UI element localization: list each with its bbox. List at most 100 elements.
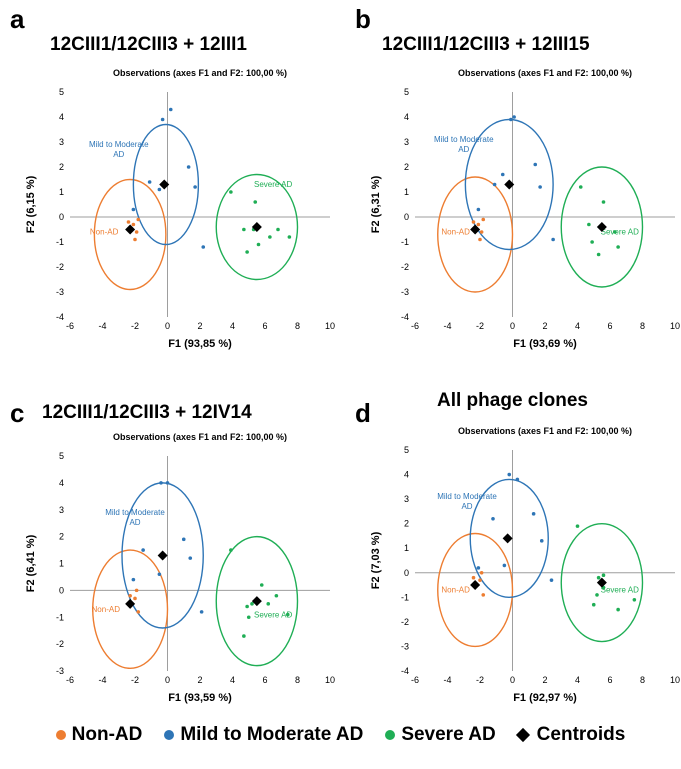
group-label: Non-AD [90, 228, 119, 237]
x-tick-label: -2 [131, 321, 139, 331]
data-point [181, 537, 186, 542]
x-tick-label: -6 [66, 675, 74, 685]
green-dot-icon [385, 730, 396, 740]
y-tick-label: 0 [404, 568, 409, 578]
y-tick-label: 4 [59, 112, 64, 122]
group-ellipse [215, 535, 299, 667]
legend-item-non-ad: Non-AD [55, 724, 142, 746]
plot-subtitle: Observations (axes F1 and F2: 100,00 %) [458, 68, 632, 78]
y-tick-label: -4 [56, 312, 64, 322]
y-tick-label: 5 [404, 445, 409, 455]
data-point [531, 512, 536, 516]
group-label: Non-AD [441, 585, 470, 594]
x-tick-label: 0 [510, 675, 515, 685]
centroid-marker [125, 598, 136, 609]
panel-title: All phage clones [437, 390, 588, 411]
data-point [256, 242, 261, 247]
x-tick-label: 0 [165, 675, 170, 685]
y-tick-label: -2 [56, 262, 64, 272]
group-label: Mild to Moderate AD [105, 508, 165, 527]
data-point [133, 596, 137, 601]
plot-subtitle: Observations (axes F1 and F2: 100,00 %) [458, 426, 632, 436]
data-point [509, 117, 513, 122]
x-tick-label: 10 [325, 321, 335, 331]
y-tick-label: -4 [401, 666, 409, 676]
y-tick-label: 3 [404, 494, 409, 504]
group-ellipse [437, 176, 514, 293]
data-point [133, 237, 137, 242]
y-tick-label: -2 [56, 639, 64, 649]
data-point [481, 217, 486, 222]
group-ellipse [92, 549, 169, 670]
data-point [601, 573, 606, 578]
data-point [481, 593, 486, 597]
x-tick-label: 8 [640, 321, 645, 331]
data-point [157, 572, 162, 577]
data-point [193, 185, 197, 189]
data-point [596, 252, 601, 257]
data-point [590, 240, 594, 244]
group-ellipse [469, 478, 549, 599]
y-tick-label: 2 [59, 162, 64, 172]
legend-item-centroids: Centroids [515, 724, 625, 746]
y-tick-label: -3 [56, 287, 64, 297]
data-point [245, 250, 249, 254]
data-point [268, 235, 272, 239]
data-point [613, 230, 617, 234]
data-point [165, 481, 170, 485]
group-label: Mild to Moderate AD [89, 140, 149, 159]
group-label: Severe AD [254, 610, 292, 619]
x-tick-label: 8 [295, 675, 300, 685]
data-point [285, 612, 290, 617]
group-ellipse [93, 178, 167, 291]
legend-label: Severe AD [401, 724, 496, 745]
plot-subtitle: Observations (axes F1 and F2: 100,00 %) [113, 432, 287, 442]
y-tick-label: -1 [401, 237, 409, 247]
panel-letter: c [10, 398, 25, 428]
data-point [616, 245, 620, 249]
y-tick-label: 5 [59, 87, 64, 97]
data-point [533, 162, 538, 167]
y-tick-label: 2 [404, 519, 409, 529]
x-tick-label: 6 [607, 675, 612, 685]
data-point [471, 220, 476, 224]
data-point [126, 220, 131, 224]
x-tick-label: -4 [443, 321, 451, 331]
orange-dot-icon [55, 730, 66, 740]
centroid-marker [251, 222, 262, 232]
y-tick-label: -3 [56, 666, 64, 676]
data-point [128, 593, 132, 598]
x-tick-label: -2 [476, 321, 484, 331]
y-tick-label: -3 [401, 287, 409, 297]
data-point [199, 610, 204, 614]
data-point [276, 227, 280, 232]
data-point [492, 182, 497, 187]
data-point [159, 481, 163, 485]
data-point [512, 115, 516, 119]
data-point [549, 578, 554, 582]
x-tick-label: 2 [197, 321, 202, 331]
data-point [500, 172, 505, 177]
data-point [188, 556, 193, 560]
group-ellipse [132, 123, 200, 246]
x-tick-label: 4 [230, 321, 235, 331]
y-tick-label: 1 [59, 559, 64, 569]
y-tick-label: -1 [56, 237, 64, 247]
centroid-marker [596, 222, 607, 232]
data-point [578, 185, 583, 189]
y-tick-label: 1 [59, 187, 64, 197]
x-tick-label: -4 [98, 321, 106, 331]
x-tick-label: -4 [443, 675, 451, 685]
y-tick-label: 3 [59, 137, 64, 147]
x-tick-label: 8 [295, 321, 300, 331]
x-tick-label: 6 [607, 321, 612, 331]
data-point [476, 207, 481, 212]
x-tick-label: 4 [230, 675, 235, 685]
data-point [141, 548, 145, 552]
data-point [242, 227, 246, 232]
legend-item-severe: Severe AD [385, 724, 496, 746]
data-point [157, 187, 162, 192]
y-tick-label: -4 [401, 312, 409, 322]
x-axis-label: F1 (93,85 %) [168, 338, 232, 350]
data-point [242, 634, 246, 638]
